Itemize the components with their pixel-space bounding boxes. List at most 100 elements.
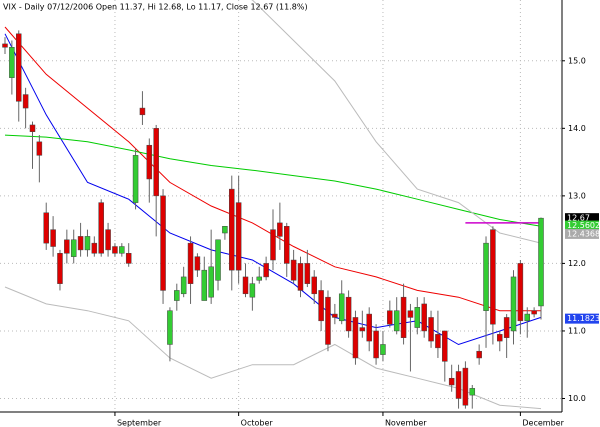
- candle-body: [517, 263, 524, 322]
- candle-body: [201, 269, 208, 301]
- y-tick-label: 15.0: [568, 56, 586, 65]
- candle-body: [119, 246, 125, 254]
- chart-title: VIX - Daily 07/12/2006 Open 11.37, Hi 12…: [3, 3, 308, 12]
- candle-body: [318, 290, 324, 322]
- candle-body: [332, 313, 338, 318]
- price-tag-label: 11.1823: [567, 314, 600, 323]
- candle-body: [222, 226, 228, 234]
- candle-body: [112, 246, 118, 254]
- candle-body: [249, 283, 256, 298]
- candle-body: [2, 43, 8, 48]
- candle-body: [9, 47, 15, 78]
- candle-body: [84, 236, 91, 251]
- candle-body: [524, 313, 531, 322]
- candle-body: [538, 217, 544, 307]
- candle-body: [421, 303, 427, 332]
- candle-body: [462, 367, 469, 406]
- candle-body: [194, 256, 201, 271]
- price-tag-label: 12.4368: [567, 229, 600, 238]
- candle-body: [263, 263, 269, 278]
- indicator-line: [4, 134, 542, 227]
- candle-body: [153, 128, 159, 197]
- candle-body: [490, 229, 496, 325]
- candle-body: [338, 293, 345, 322]
- candle-body: [428, 317, 434, 342]
- candle-body: [387, 310, 393, 325]
- candle-body: [380, 344, 386, 355]
- candle-body: [187, 242, 194, 284]
- price-tag: [565, 220, 599, 231]
- candle-body: [235, 202, 242, 271]
- candle-body: [359, 327, 366, 332]
- candle-body: [497, 334, 503, 342]
- candle-body: [469, 388, 476, 396]
- candle-body: [174, 290, 180, 301]
- y-tick-label: 11.0: [568, 326, 586, 335]
- candle-body: [132, 155, 139, 203]
- candle-body: [242, 276, 249, 295]
- candle-body: [160, 195, 166, 291]
- candle-body: [325, 296, 331, 345]
- candle-body: [43, 212, 49, 244]
- candle-body: [215, 239, 221, 281]
- candle-body: [98, 202, 104, 254]
- x-tick-label: December: [522, 419, 564, 427]
- indicator-line: [4, 33, 542, 346]
- candle-body: [36, 141, 43, 156]
- price-tag: [565, 313, 599, 324]
- candle-body: [297, 263, 304, 291]
- candle-body: [352, 317, 359, 359]
- candle-body: [256, 276, 263, 281]
- candle-body: [510, 276, 517, 332]
- candle-body: [146, 144, 153, 180]
- candle-body: [407, 310, 414, 318]
- x-tick-label: November: [385, 419, 427, 427]
- candle-body: [125, 253, 132, 264]
- x-tick-label: October: [241, 419, 274, 427]
- candle-body: [167, 310, 173, 345]
- candle-body: [483, 242, 489, 311]
- candle-body: [283, 226, 290, 264]
- candle-body: [476, 350, 482, 359]
- candle-body: [180, 276, 187, 295]
- y-tick-label: 13.0: [568, 191, 586, 200]
- candle-body: [15, 33, 22, 102]
- candle-body: [531, 310, 537, 315]
- y-tick-label: 10.0: [568, 394, 586, 403]
- price-tag-label: 12.67: [567, 214, 590, 223]
- candle-body: [50, 229, 56, 247]
- candle-body: [208, 266, 214, 298]
- candle-body: [400, 296, 407, 338]
- candle-body: [345, 296, 352, 332]
- candle-body: [70, 239, 77, 257]
- candle-body: [229, 188, 235, 271]
- candle-body: [373, 330, 379, 359]
- y-tick-label: 12.0: [568, 259, 586, 268]
- candle-body: [455, 371, 462, 399]
- price-tag: [565, 213, 599, 224]
- candle-body: [105, 229, 111, 251]
- candle-body: [503, 317, 510, 338]
- candle-body: [64, 239, 70, 254]
- candle-body: [91, 242, 98, 254]
- candle-body: [311, 276, 317, 295]
- candle-body: [77, 236, 84, 251]
- candle-body: [393, 310, 400, 332]
- candle-body: [414, 307, 421, 328]
- indicator-line: [251, 0, 542, 244]
- candle-body: [29, 124, 36, 132]
- candle-body: [290, 259, 297, 281]
- candle-body: [22, 94, 29, 109]
- candle-body: [435, 334, 441, 349]
- x-tick-label: September: [117, 419, 162, 427]
- candle-body: [277, 222, 283, 237]
- price-tag-label: 12.5602: [567, 221, 600, 230]
- candle-body: [304, 263, 311, 284]
- candle-body: [442, 330, 448, 362]
- candle-body: [448, 377, 455, 386]
- y-tick-label: 14.0: [568, 124, 586, 133]
- candle-body: [139, 107, 146, 116]
- candle-body: [57, 253, 63, 284]
